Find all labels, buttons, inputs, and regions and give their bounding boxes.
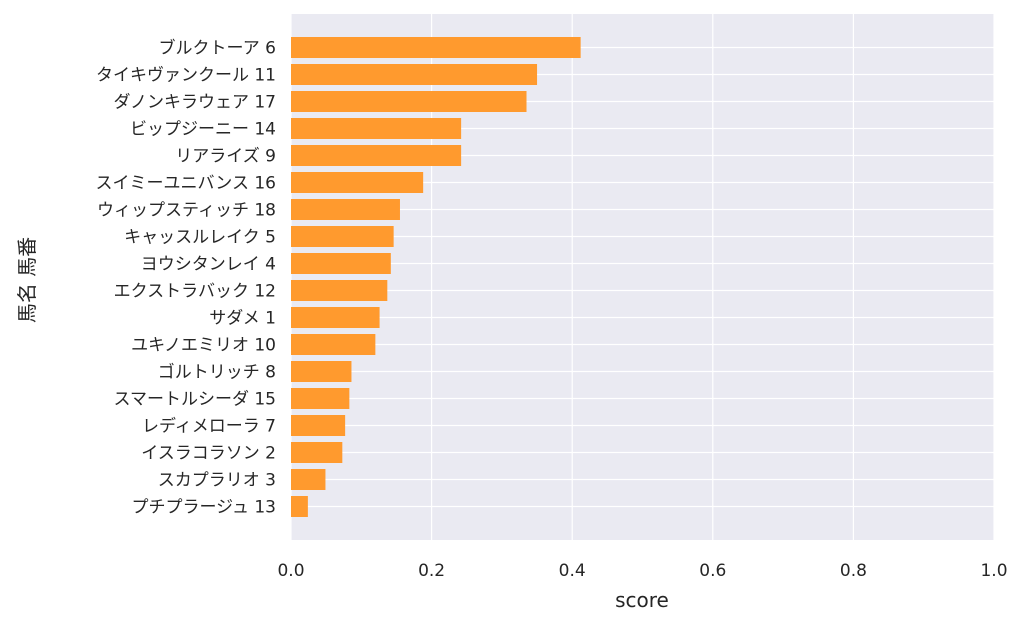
bar — [291, 334, 376, 355]
y-tick-label: プチプラージュ 13 — [131, 498, 276, 518]
y-tick-label: キャッスルレイク 5 — [124, 228, 276, 248]
bar — [291, 307, 380, 328]
bar — [291, 226, 394, 247]
bar — [291, 280, 388, 301]
y-tick-label: イスラコラソン 2 — [141, 444, 276, 464]
y-tick-label: ビップジーニー 14 — [130, 120, 276, 140]
bar — [291, 172, 424, 193]
x-tick-label: 0.2 — [418, 561, 445, 581]
x-tick-label: 0.6 — [699, 561, 726, 581]
x-tick-label: 0.8 — [840, 561, 867, 581]
y-tick-label: ブルクトーア 6 — [158, 38, 276, 59]
bar — [291, 91, 527, 112]
y-tick-label: ヨウシタンレイ 4 — [141, 255, 276, 275]
y-tick-label: スマートルシーダ 15 — [113, 390, 276, 410]
bar — [291, 145, 462, 166]
bar — [291, 388, 350, 409]
y-tick-label: エクストラバック 12 — [114, 282, 276, 302]
bars — [291, 37, 581, 517]
x-axis-label: score — [615, 588, 669, 612]
y-tick-label: ダノンキラウェア 17 — [113, 93, 276, 113]
bar — [291, 37, 581, 58]
y-tick-label: タイキヴァンクール 11 — [96, 66, 276, 86]
y-tick-label: スイミーユニバンス 16 — [95, 174, 276, 194]
x-tick-label: 0.4 — [559, 561, 586, 581]
bar — [291, 496, 308, 517]
y-tick-label: ユキノエミリオ 10 — [131, 336, 276, 356]
y-tick-labels: ブルクトーア 6 タイキヴァンクール 11 ダノンキラウェア 17 ビップジーニー 1… — [95, 38, 276, 518]
x-tick-labels: 0.0 0.2 0.4 0.6 0.8 1.0 — [277, 561, 1007, 581]
bar — [291, 442, 343, 463]
bar — [291, 415, 346, 436]
y-tick-label: サダメ 1 — [209, 309, 276, 329]
y-tick-label: リアライズ 9 — [175, 147, 276, 167]
y-tick-label: スカプラリオ 3 — [158, 471, 276, 491]
bar — [291, 253, 391, 274]
y-tick-label: ゴルトリッチ 8 — [158, 362, 276, 383]
bar — [291, 64, 538, 85]
bar — [291, 118, 462, 139]
bar — [291, 199, 400, 220]
y-axis-label: 馬名 馬番 — [15, 237, 39, 323]
x-tick-label: 0.0 — [277, 561, 304, 581]
y-tick-label: ウィップスティッチ 18 — [97, 201, 276, 221]
bar — [291, 361, 352, 382]
y-tick-label: レディメローラ 7 — [142, 416, 276, 437]
bar — [291, 469, 326, 490]
x-tick-label: 1.0 — [980, 561, 1007, 581]
